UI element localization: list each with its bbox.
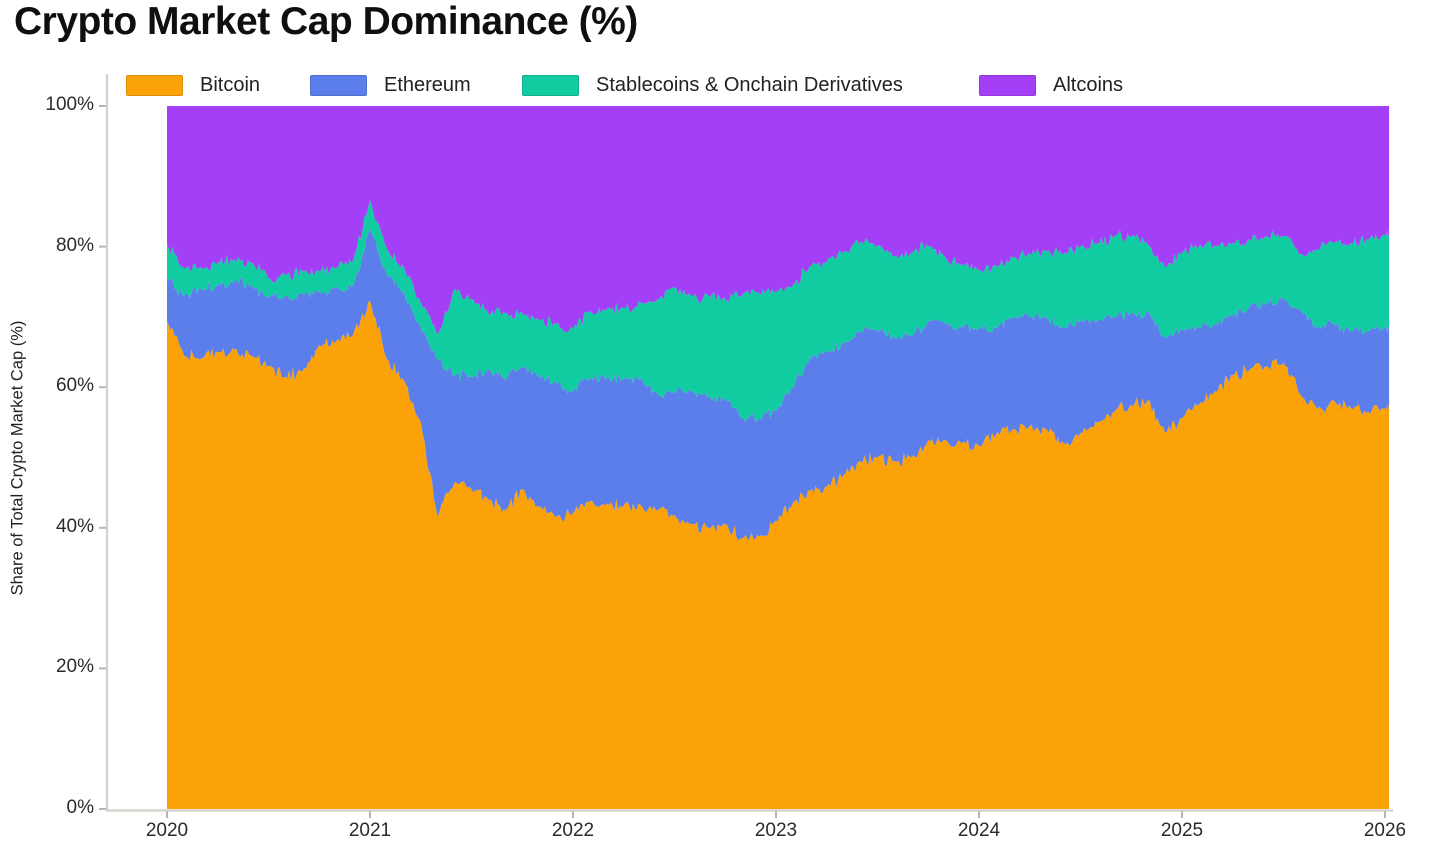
legend-label-altcoins: Altcoins [1053,74,1124,96]
altcoins-swatch-icon [979,75,1036,96]
chart-title: Crypto Market Cap Dominance (%) [14,0,638,43]
x-tick-label: 2021 [348,820,392,841]
x-tick-label: 2024 [957,820,1001,841]
area-altcoins [167,106,1390,335]
y-tick-label: 0% [66,797,94,818]
y-tick-label: 100% [45,94,94,115]
ethereum-swatch-icon [310,75,367,96]
y-tick-label: 20% [55,656,94,678]
stablecoins-swatch-icon [522,75,579,96]
legend-label-ethereum: Ethereum [384,74,471,96]
x-tick-label: 2026 [1363,820,1407,841]
area-stablecoins [167,200,1390,423]
legend-item-ethereum: Ethereum [310,74,471,97]
bitcoin-swatch-icon [126,75,183,96]
legend-item-bitcoin: Bitcoin [126,74,260,97]
legend: Bitcoin Ethereum Stablecoins & Onchain D… [126,74,1446,100]
y-axis-title: Share of Total Crypto Market Cap (%) [8,320,27,596]
x-tick-label: 2020 [145,820,189,841]
legend-label-bitcoin: Bitcoin [200,74,261,96]
x-tick-label: 2025 [1160,820,1204,841]
legend-item-altcoins: Altcoins [979,74,1123,97]
legend-label-stablecoins: Stablecoins & Onchain Derivatives [596,74,903,96]
y-tick-label: 60% [55,375,94,397]
legend-item-stablecoins: Stablecoins & Onchain Derivatives [522,74,903,97]
area-bitcoin [167,300,1390,809]
area-ethereum [167,229,1390,541]
y-tick-label: 40% [55,515,94,537]
x-tick-label: 2022 [551,820,595,841]
y-tick-label: 80% [55,234,94,256]
x-tick-label: 2023 [754,820,798,841]
